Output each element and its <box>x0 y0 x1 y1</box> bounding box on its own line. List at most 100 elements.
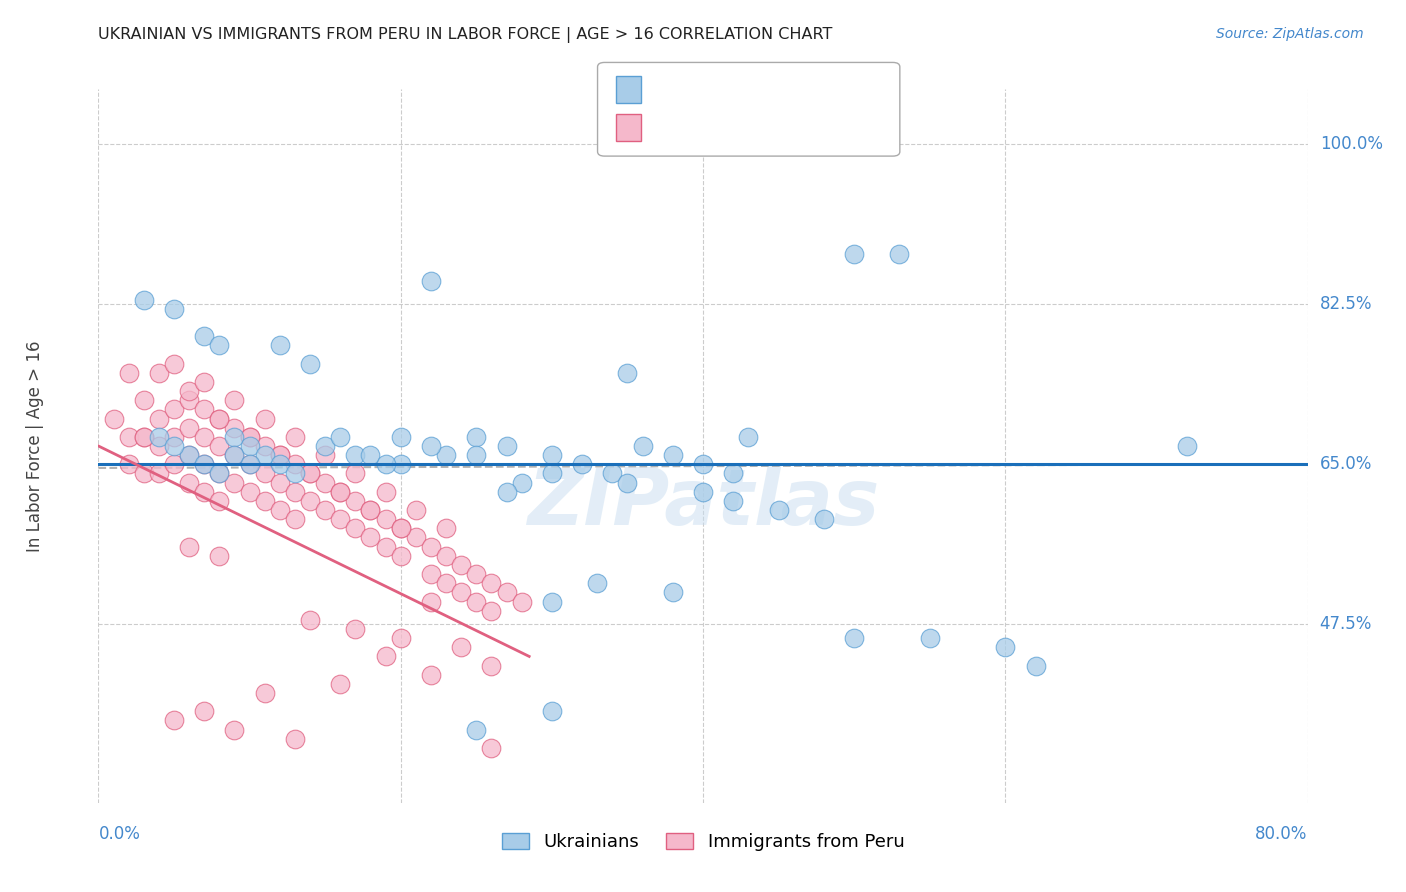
Point <box>224 448 246 462</box>
Point <box>177 475 201 490</box>
Point <box>344 494 367 508</box>
Point <box>148 411 170 425</box>
Point <box>419 594 441 608</box>
Point <box>737 430 759 444</box>
Point <box>177 540 201 554</box>
Point <box>239 430 262 444</box>
Point <box>540 704 562 718</box>
Point <box>813 512 835 526</box>
Point <box>360 531 382 545</box>
Point <box>193 458 215 472</box>
Point <box>269 448 291 462</box>
Point <box>148 439 170 453</box>
Point <box>193 458 215 472</box>
Point <box>465 723 488 737</box>
Point <box>177 393 201 408</box>
Point <box>994 640 1017 655</box>
Point <box>374 512 396 526</box>
Point <box>389 549 412 563</box>
Point <box>193 375 215 389</box>
Point <box>481 604 503 618</box>
Point <box>389 458 412 472</box>
Point <box>495 484 517 499</box>
Point <box>434 521 457 535</box>
Point <box>224 393 246 408</box>
Text: 80.0%: 80.0% <box>1256 825 1308 843</box>
Point <box>844 247 866 261</box>
Point <box>163 430 186 444</box>
Point <box>193 430 215 444</box>
Point <box>768 503 790 517</box>
Point <box>239 484 262 499</box>
Point <box>389 521 412 535</box>
Point <box>284 512 307 526</box>
Point <box>419 439 441 453</box>
Point <box>616 475 638 490</box>
Text: 61: 61 <box>811 79 834 97</box>
Point <box>344 467 367 481</box>
Point <box>495 439 517 453</box>
Point <box>163 439 186 453</box>
Point <box>344 521 367 535</box>
Point <box>721 494 744 508</box>
Text: R =: R = <box>652 118 683 136</box>
Point <box>208 494 231 508</box>
Point <box>374 458 396 472</box>
Point <box>661 448 683 462</box>
Point <box>329 512 352 526</box>
Text: Source: ZipAtlas.com: Source: ZipAtlas.com <box>1216 27 1364 41</box>
Text: ZIPatlas: ZIPatlas <box>527 465 879 541</box>
Point <box>419 274 441 288</box>
Point <box>193 402 215 417</box>
Point <box>208 439 231 453</box>
Point <box>434 448 457 462</box>
Point <box>329 677 352 691</box>
Point <box>103 411 125 425</box>
Point <box>224 430 246 444</box>
Point <box>224 475 246 490</box>
Legend: Ukrainians, Immigrants from Peru: Ukrainians, Immigrants from Peru <box>495 825 911 858</box>
Point <box>721 467 744 481</box>
Point <box>208 338 231 352</box>
Point <box>918 631 941 645</box>
Point <box>571 458 593 472</box>
Point <box>481 576 503 591</box>
Point <box>540 594 562 608</box>
Point <box>510 594 533 608</box>
Point <box>193 329 215 343</box>
Point <box>540 467 562 481</box>
Point <box>405 531 427 545</box>
Point <box>844 631 866 645</box>
Point <box>450 640 472 655</box>
Point <box>344 622 367 636</box>
Point <box>224 448 246 462</box>
Point <box>314 448 336 462</box>
Point <box>419 567 441 582</box>
Point <box>118 430 141 444</box>
Point <box>253 686 276 700</box>
Point <box>177 384 201 398</box>
Point <box>208 467 231 481</box>
Point <box>434 549 457 563</box>
Point <box>344 448 367 462</box>
Point <box>284 484 307 499</box>
Point <box>132 293 155 307</box>
Point <box>132 430 155 444</box>
Point <box>239 458 262 472</box>
Point <box>495 585 517 599</box>
Point <box>602 467 624 481</box>
Text: 82.5%: 82.5% <box>1320 295 1372 313</box>
Point <box>299 494 322 508</box>
Point <box>284 467 307 481</box>
Point <box>253 439 276 453</box>
Point <box>284 458 307 472</box>
Text: N =: N = <box>766 79 797 97</box>
Point <box>374 540 396 554</box>
Point <box>163 714 186 728</box>
Text: 47.5%: 47.5% <box>1320 615 1372 633</box>
Point <box>284 430 307 444</box>
Point <box>163 301 186 316</box>
Point <box>269 338 291 352</box>
Point <box>329 484 352 499</box>
Point <box>208 411 231 425</box>
